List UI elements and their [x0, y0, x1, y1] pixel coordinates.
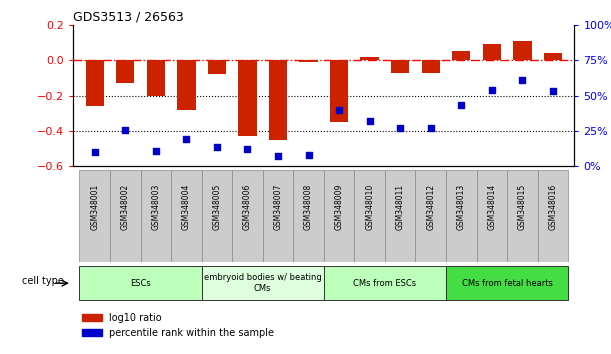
- Point: [273, 154, 283, 159]
- Text: GSM348008: GSM348008: [304, 184, 313, 230]
- Bar: [79, 170, 110, 262]
- Bar: [141, 170, 171, 262]
- Bar: [299, 60, 318, 62]
- Bar: [446, 266, 568, 300]
- Bar: [354, 170, 385, 262]
- Bar: [446, 170, 477, 262]
- Text: GSM348003: GSM348003: [152, 184, 160, 230]
- Point: [334, 107, 344, 113]
- Bar: [422, 60, 440, 73]
- Text: GSM348011: GSM348011: [396, 184, 404, 230]
- Point: [90, 149, 100, 155]
- Point: [456, 103, 466, 108]
- Bar: [360, 57, 379, 60]
- Text: GSM348013: GSM348013: [457, 184, 466, 230]
- Text: ESCs: ESCs: [130, 279, 151, 288]
- Text: CMs from fetal hearts: CMs from fetal hearts: [462, 279, 552, 288]
- Bar: [483, 44, 501, 60]
- Bar: [177, 60, 196, 110]
- Text: CMs from ESCs: CMs from ESCs: [353, 279, 417, 288]
- Bar: [477, 170, 507, 262]
- Point: [487, 87, 497, 93]
- Bar: [171, 170, 202, 262]
- Text: GSM348016: GSM348016: [549, 184, 557, 230]
- Point: [243, 147, 252, 152]
- Text: GSM348005: GSM348005: [213, 184, 221, 230]
- Legend: log10 ratio, percentile rank within the sample: log10 ratio, percentile rank within the …: [78, 309, 278, 342]
- Bar: [238, 60, 257, 136]
- Point: [518, 77, 527, 83]
- Text: GSM348001: GSM348001: [90, 184, 99, 230]
- Bar: [110, 170, 141, 262]
- Bar: [324, 170, 354, 262]
- Point: [304, 152, 313, 158]
- Text: GDS3513 / 26563: GDS3513 / 26563: [73, 11, 184, 24]
- Bar: [391, 60, 409, 73]
- Text: cell type: cell type: [22, 276, 64, 286]
- Bar: [208, 60, 226, 74]
- Bar: [263, 170, 293, 262]
- Text: GSM348009: GSM348009: [335, 184, 343, 230]
- Bar: [269, 60, 287, 140]
- Point: [120, 127, 130, 132]
- Point: [212, 144, 222, 149]
- Text: GSM348006: GSM348006: [243, 184, 252, 230]
- Bar: [324, 266, 446, 300]
- Bar: [79, 266, 202, 300]
- Bar: [330, 60, 348, 122]
- Bar: [507, 170, 538, 262]
- Point: [181, 137, 191, 142]
- Point: [365, 118, 375, 124]
- Text: GSM348014: GSM348014: [488, 184, 496, 230]
- Bar: [538, 170, 568, 262]
- Bar: [232, 170, 263, 262]
- Text: GSM348015: GSM348015: [518, 184, 527, 230]
- Point: [548, 88, 558, 94]
- Text: GSM348012: GSM348012: [426, 184, 435, 230]
- Text: embryoid bodies w/ beating
CMs: embryoid bodies w/ beating CMs: [204, 274, 321, 293]
- Bar: [415, 170, 446, 262]
- Bar: [544, 53, 562, 60]
- Text: GSM348007: GSM348007: [274, 184, 282, 230]
- Bar: [202, 266, 324, 300]
- Bar: [293, 170, 324, 262]
- Bar: [202, 170, 232, 262]
- Point: [395, 125, 405, 131]
- Bar: [513, 41, 532, 60]
- Bar: [116, 60, 134, 83]
- Bar: [452, 51, 470, 60]
- Point: [426, 125, 436, 131]
- Text: GSM348002: GSM348002: [121, 184, 130, 230]
- Bar: [385, 170, 415, 262]
- Point: [151, 148, 161, 154]
- Bar: [86, 60, 104, 106]
- Text: GSM348010: GSM348010: [365, 184, 374, 230]
- Bar: [147, 60, 165, 96]
- Text: GSM348004: GSM348004: [182, 184, 191, 230]
